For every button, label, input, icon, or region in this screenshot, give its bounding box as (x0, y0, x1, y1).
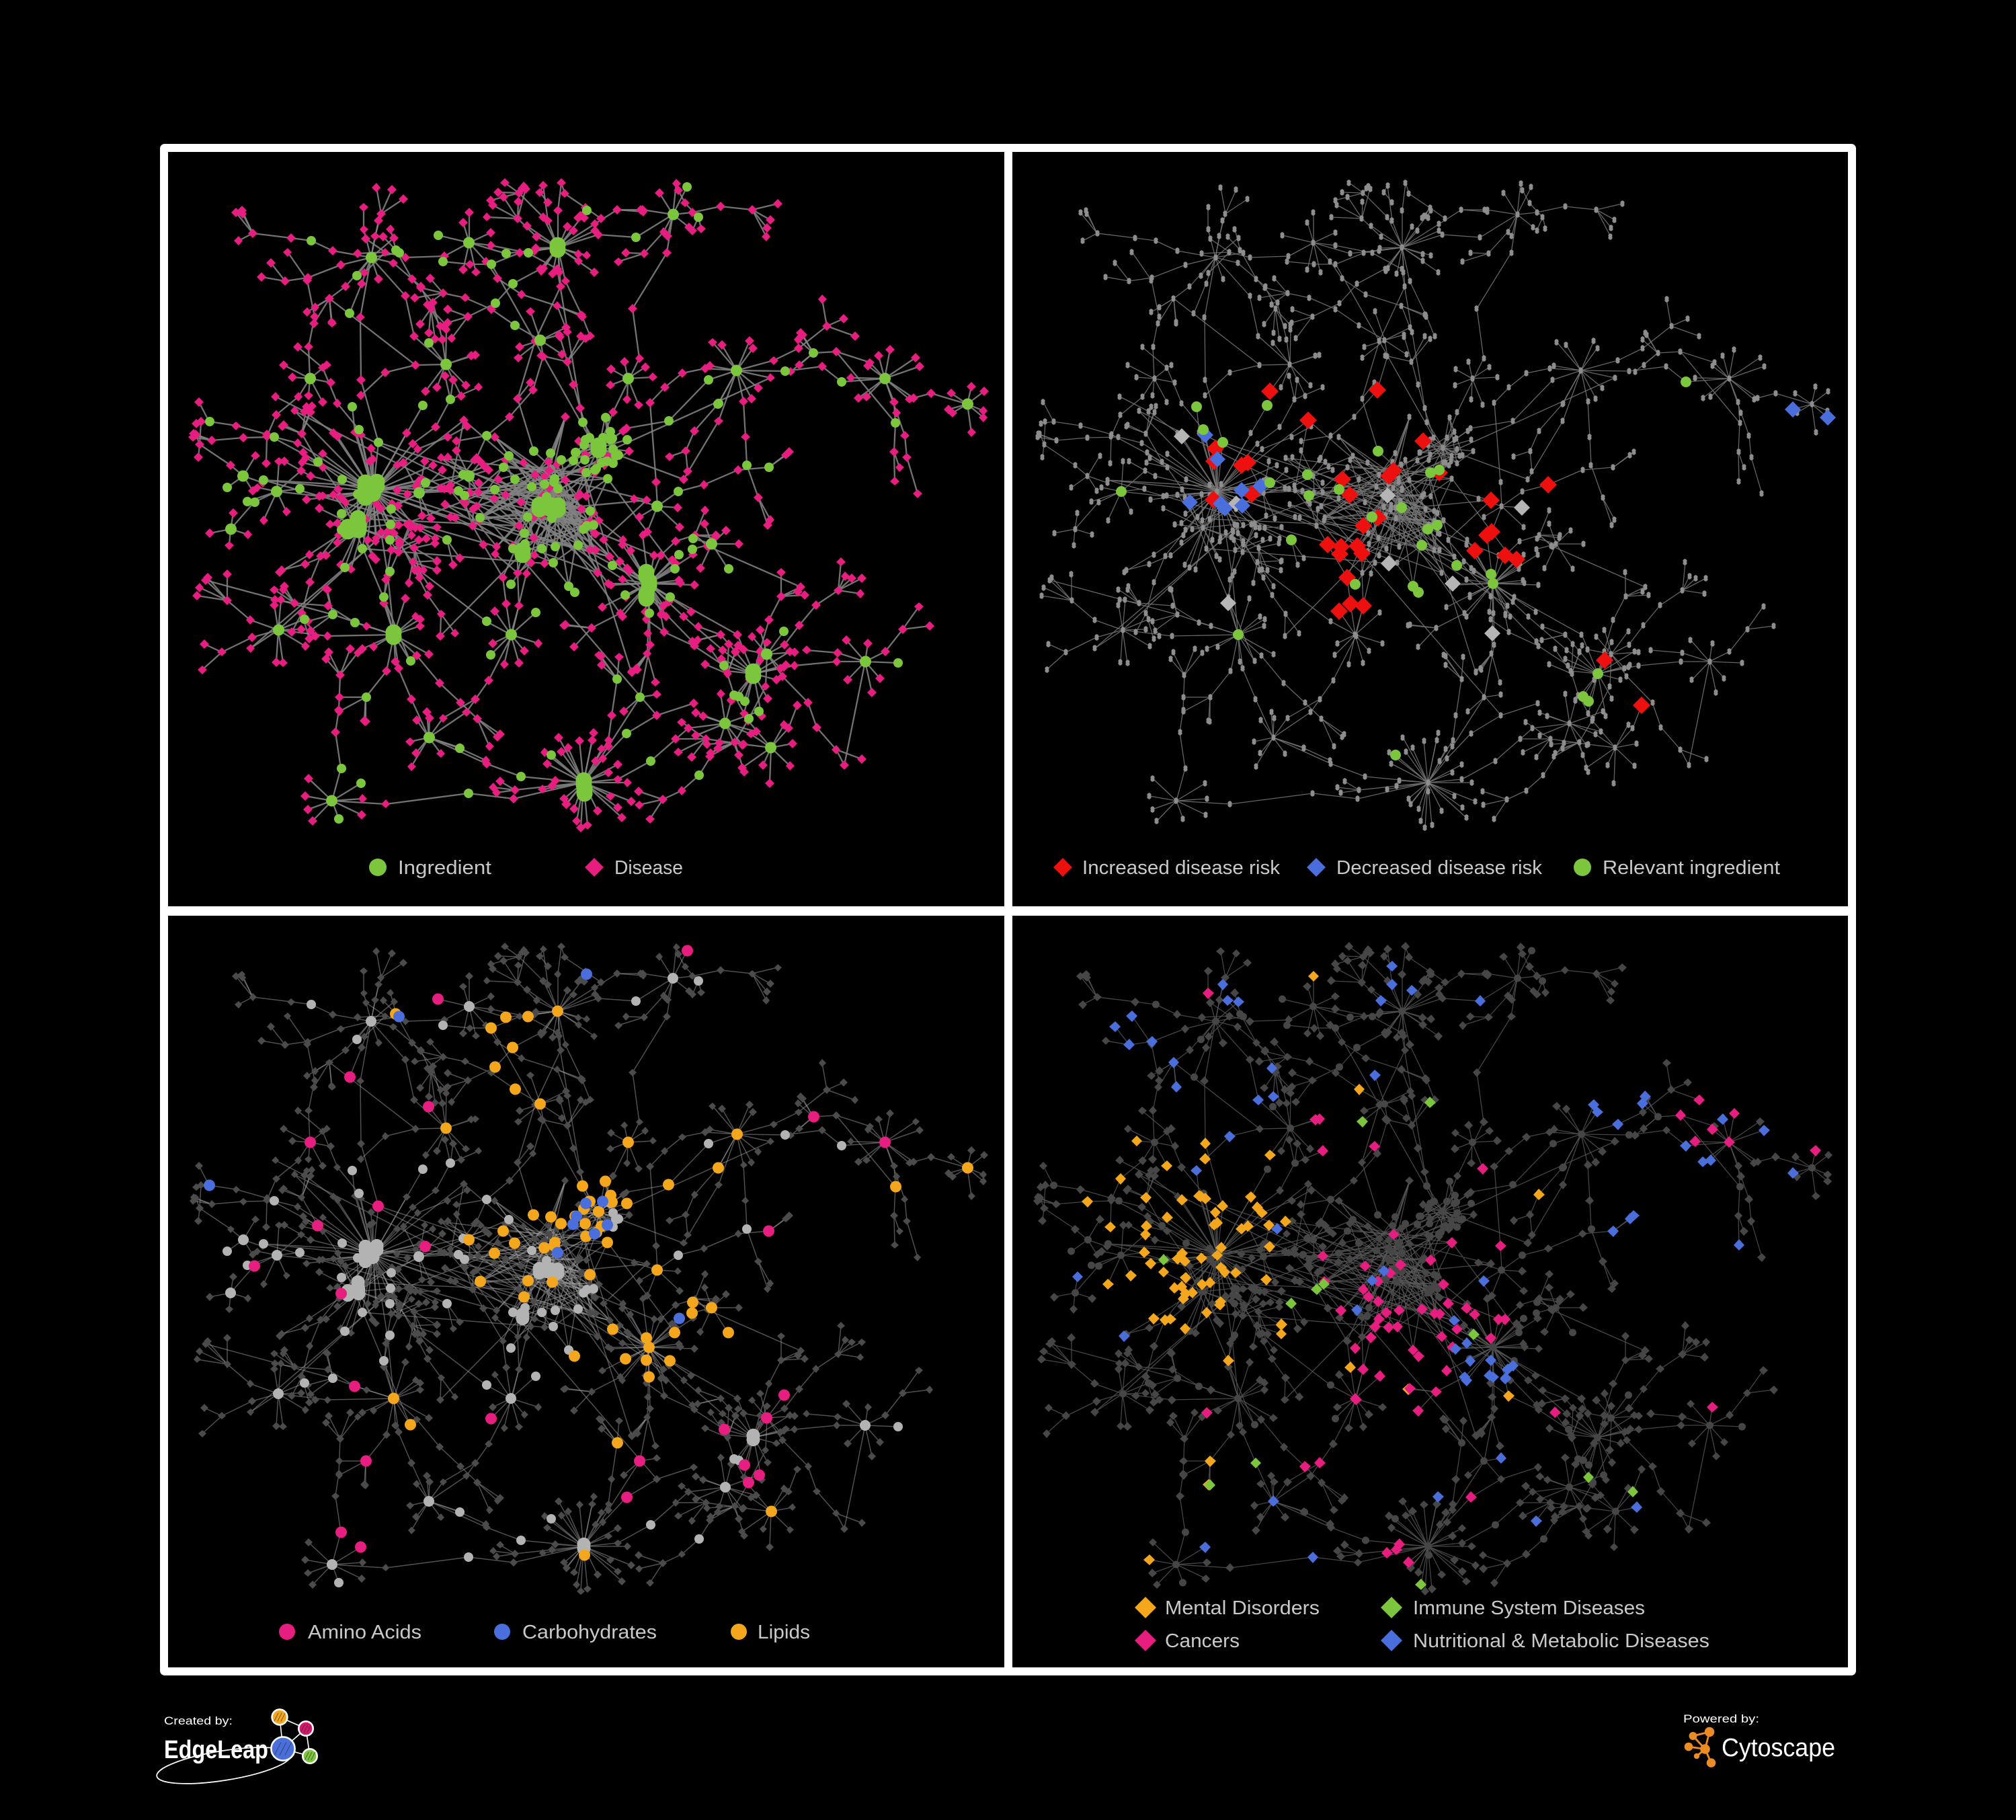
svg-text:Cancers: Cancers (1165, 1630, 1240, 1652)
svg-text:Decreased disease risk: Decreased disease risk (1336, 857, 1542, 879)
svg-text:Lipids: Lipids (758, 1622, 810, 1643)
svg-text:Powered by:: Powered by: (1683, 1712, 1759, 1725)
svg-text:Nutritional & Metabolic Diseas: Nutritional & Metabolic Diseases (1413, 1630, 1709, 1652)
svg-text:Created by:: Created by: (164, 1714, 233, 1727)
svg-text:Disease: Disease (614, 857, 683, 879)
svg-text:Relevant ingredient: Relevant ingredient (1603, 857, 1780, 879)
svg-text:Ingredient: Ingredient (398, 857, 491, 879)
svg-text:Immune System Diseases: Immune System Diseases (1413, 1597, 1645, 1619)
svg-text:Mental Disorders: Mental Disorders (1165, 1597, 1320, 1619)
svg-text:EdgeLeap: EdgeLeap (164, 1736, 268, 1764)
svg-text:Increased disease risk: Increased disease risk (1082, 857, 1281, 879)
svg-text:Amino Acids: Amino Acids (308, 1622, 421, 1643)
svg-text:Carbohydrates: Carbohydrates (522, 1622, 657, 1643)
svg-text:Cytoscape: Cytoscape (1722, 1734, 1835, 1762)
